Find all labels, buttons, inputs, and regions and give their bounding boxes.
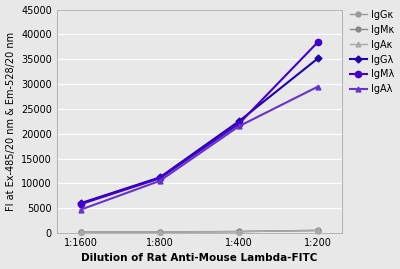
IgMκ xyxy=(316,229,320,232)
IgMκ xyxy=(236,230,241,233)
IgMλ xyxy=(157,177,162,180)
IgGκ xyxy=(78,231,83,234)
IgAλ xyxy=(236,125,241,128)
IgMλ xyxy=(78,203,83,206)
IgGλ xyxy=(78,202,83,205)
Line: IgMλ: IgMλ xyxy=(78,39,321,207)
IgGλ xyxy=(157,176,162,179)
IgAκ xyxy=(236,230,241,233)
X-axis label: Dilution of Rat Anti-Mouse Lambda-FITC: Dilution of Rat Anti-Mouse Lambda-FITC xyxy=(81,253,318,263)
IgGλ xyxy=(236,120,241,123)
IgAλ xyxy=(78,208,83,211)
Y-axis label: FI at Ex-485/20 nm & Em-528/20 nm: FI at Ex-485/20 nm & Em-528/20 nm xyxy=(6,32,16,211)
IgMκ xyxy=(78,231,83,234)
IgGλ xyxy=(316,56,320,60)
IgGκ xyxy=(316,229,320,232)
IgAκ xyxy=(78,231,83,234)
IgMλ xyxy=(236,122,241,125)
Legend: IgGκ, IgMκ, IgAκ, IgGλ, IgMλ, IgAλ: IgGκ, IgMκ, IgAκ, IgGλ, IgMλ, IgAλ xyxy=(350,10,394,94)
IgGκ xyxy=(157,231,162,234)
IgMκ xyxy=(157,230,162,233)
IgAλ xyxy=(157,179,162,182)
Line: IgAκ: IgAκ xyxy=(78,228,320,235)
Line: IgGκ: IgGκ xyxy=(78,228,320,235)
Line: IgMκ: IgMκ xyxy=(78,228,320,235)
Line: IgAλ: IgAλ xyxy=(78,84,320,212)
IgMλ xyxy=(316,40,320,44)
IgGκ xyxy=(236,230,241,233)
IgAκ xyxy=(316,229,320,232)
IgAκ xyxy=(157,230,162,233)
IgAλ xyxy=(316,85,320,88)
Line: IgGλ: IgGλ xyxy=(78,56,320,206)
